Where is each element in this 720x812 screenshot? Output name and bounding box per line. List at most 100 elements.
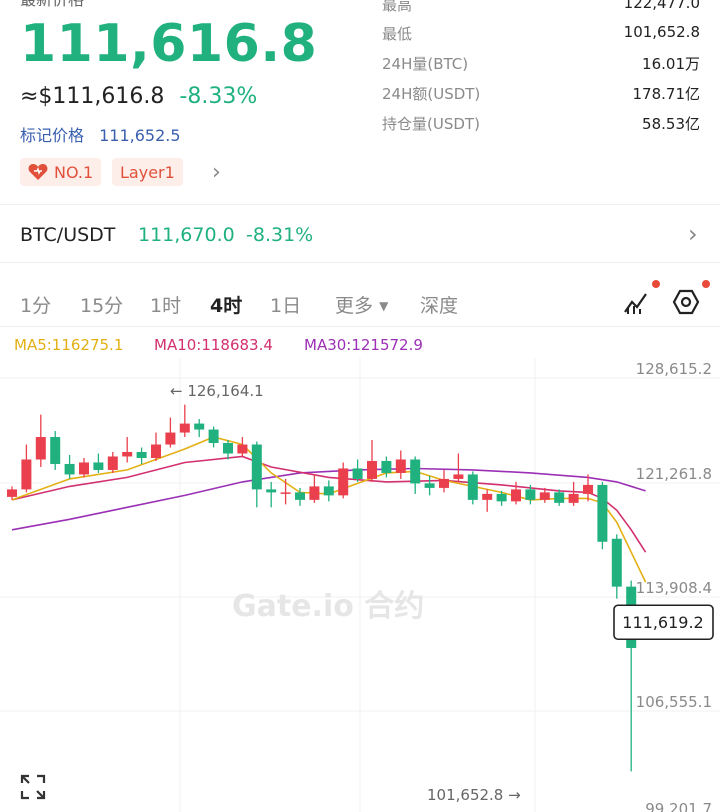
tab-1m[interactable]: 1分 [20, 295, 52, 317]
candle-body [251, 444, 262, 490]
candle-body [323, 486, 334, 496]
tab-more-label: 更多 [335, 295, 374, 317]
chevron-right-icon[interactable]: › [212, 160, 221, 185]
tag-no1[interactable]: NO.1 [20, 158, 102, 186]
mark-price-value: 111,652.5 [99, 126, 181, 145]
tab-15m[interactable]: 15分 [80, 295, 124, 317]
divider [0, 204, 720, 205]
candlestick-chart[interactable]: Gate.io 合约 ← 126,164.1 101,652.8 → 111,619… [0, 358, 720, 812]
candle [323, 480, 334, 502]
tab-1d[interactable]: 1日 [270, 295, 302, 317]
candle [251, 441, 262, 508]
divider [0, 262, 720, 263]
candle-body [194, 423, 205, 430]
candle [352, 459, 363, 482]
candle-body [525, 489, 536, 500]
candle-body [554, 492, 565, 503]
candle [525, 484, 536, 505]
candle [7, 486, 17, 500]
candle-body [35, 437, 46, 460]
candle [367, 440, 377, 482]
candle [338, 462, 349, 499]
candle-body [381, 460, 392, 473]
tab-more[interactable]: 更多 ▼ [335, 291, 388, 318]
candle-body [597, 484, 608, 542]
ma5-legend: MA5:116275.1 [14, 336, 124, 354]
candle [35, 414, 46, 467]
candle [439, 469, 449, 493]
candle-body [453, 474, 464, 479]
approx-usd-row: ≈$111,616.8 -8.33% [20, 84, 257, 109]
candle [453, 453, 464, 482]
ma10-legend: MA10:118683.4 [154, 336, 273, 354]
candle [410, 456, 421, 494]
candle [21, 444, 32, 493]
caret-down-icon: ▼ [379, 299, 389, 313]
candle-body [511, 489, 521, 502]
candle-body [539, 492, 550, 500]
ma30-legend: MA30:121572.9 [304, 336, 423, 354]
candle-body [208, 429, 219, 444]
candle [395, 450, 406, 479]
candle-body [21, 459, 32, 490]
pair-price: 111,670.0 [138, 224, 235, 246]
stat-value-open-interest: 58.53亿 [642, 115, 700, 133]
candle [179, 404, 190, 438]
candle [223, 440, 233, 460]
chevron-right-icon[interactable]: › [688, 220, 698, 248]
candle-body [467, 474, 478, 500]
fullscreen-icon[interactable] [20, 774, 46, 804]
candle [79, 457, 89, 478]
tag-no1-label: NO.1 [54, 162, 94, 182]
candle-body [496, 493, 507, 502]
candle-body [410, 459, 421, 484]
candle [467, 471, 478, 505]
candle-body [64, 463, 75, 475]
candle-body [179, 423, 190, 433]
y-tick-label: 128,615.2 [636, 360, 712, 378]
candle [309, 474, 320, 503]
candle [496, 490, 507, 506]
tab-1h[interactable]: 1时 [150, 295, 182, 317]
candle-body [295, 492, 305, 500]
stat-label-high: 最高 [382, 0, 413, 14]
pair-change: -8.31% [246, 224, 314, 246]
candle-body [122, 451, 133, 457]
candle-body [309, 486, 320, 500]
stat-label-open-interest: 持仓量(USDT) [382, 115, 480, 133]
stat-value-low: 101,652.8 [623, 23, 700, 41]
tab-depth[interactable]: 深度 [420, 295, 459, 317]
settings-icon[interactable] [672, 288, 700, 320]
pair-name[interactable]: BTC/USDT [20, 224, 116, 246]
candle [554, 489, 565, 506]
candle-body [424, 483, 435, 488]
indicator-icon[interactable] [622, 288, 650, 320]
divider [0, 326, 720, 327]
candle-body [107, 456, 118, 470]
candle-body [237, 444, 248, 454]
notification-dot [652, 280, 660, 288]
candle [237, 437, 248, 457]
candle [583, 474, 593, 502]
ma5-line [11, 436, 647, 583]
candle [280, 478, 291, 505]
candle-body [50, 437, 61, 464]
candle [381, 456, 392, 478]
candle-body [367, 460, 377, 479]
candle-body [151, 444, 161, 458]
candle-body [611, 538, 622, 587]
stat-label-low: 最低 [382, 25, 413, 43]
candle [194, 419, 205, 438]
candle [424, 475, 435, 496]
tab-4h[interactable]: 4时 [210, 295, 243, 317]
change-percent: -8.33% [179, 84, 258, 109]
candle-body [338, 468, 349, 496]
tag-layer1[interactable]: Layer1 [112, 158, 183, 186]
tag-layer1-label: Layer1 [120, 162, 175, 182]
candle [50, 431, 61, 470]
candle [611, 534, 622, 599]
stat-value-turnover: 178.71亿 [632, 85, 701, 103]
candle [165, 417, 176, 448]
candle [482, 489, 493, 512]
mark-price-label: 标记价格 [20, 126, 85, 145]
